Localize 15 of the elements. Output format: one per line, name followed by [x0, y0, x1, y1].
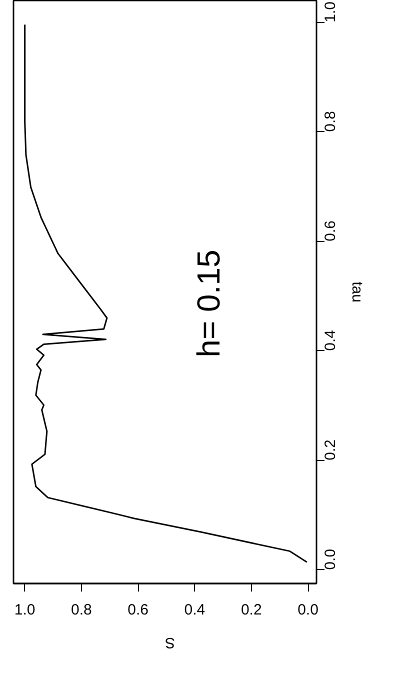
x-tick-label: 0.6	[128, 602, 149, 618]
annotation: h= 0.15	[190, 250, 226, 358]
y-tick-label: 0.8	[322, 111, 339, 132]
y-tick-label: 0.4	[322, 330, 339, 351]
x-axis-title: S	[164, 634, 176, 651]
x-tick-label: 1.0	[14, 602, 36, 618]
x-tick-label: 0.2	[240, 602, 262, 618]
x-tick-label: 0.4	[184, 602, 206, 618]
x-tick-label: 0.0	[298, 602, 318, 618]
y-tick-label: 0.0	[322, 548, 339, 570]
y-tick-label: 1.0	[322, 2, 339, 22]
y-axis-title: tau	[348, 282, 366, 302]
x-tick-label: 0.8	[71, 602, 92, 618]
y-tick-label: 0.2	[322, 439, 339, 460]
y-tick-label: 0.6	[322, 220, 339, 242]
